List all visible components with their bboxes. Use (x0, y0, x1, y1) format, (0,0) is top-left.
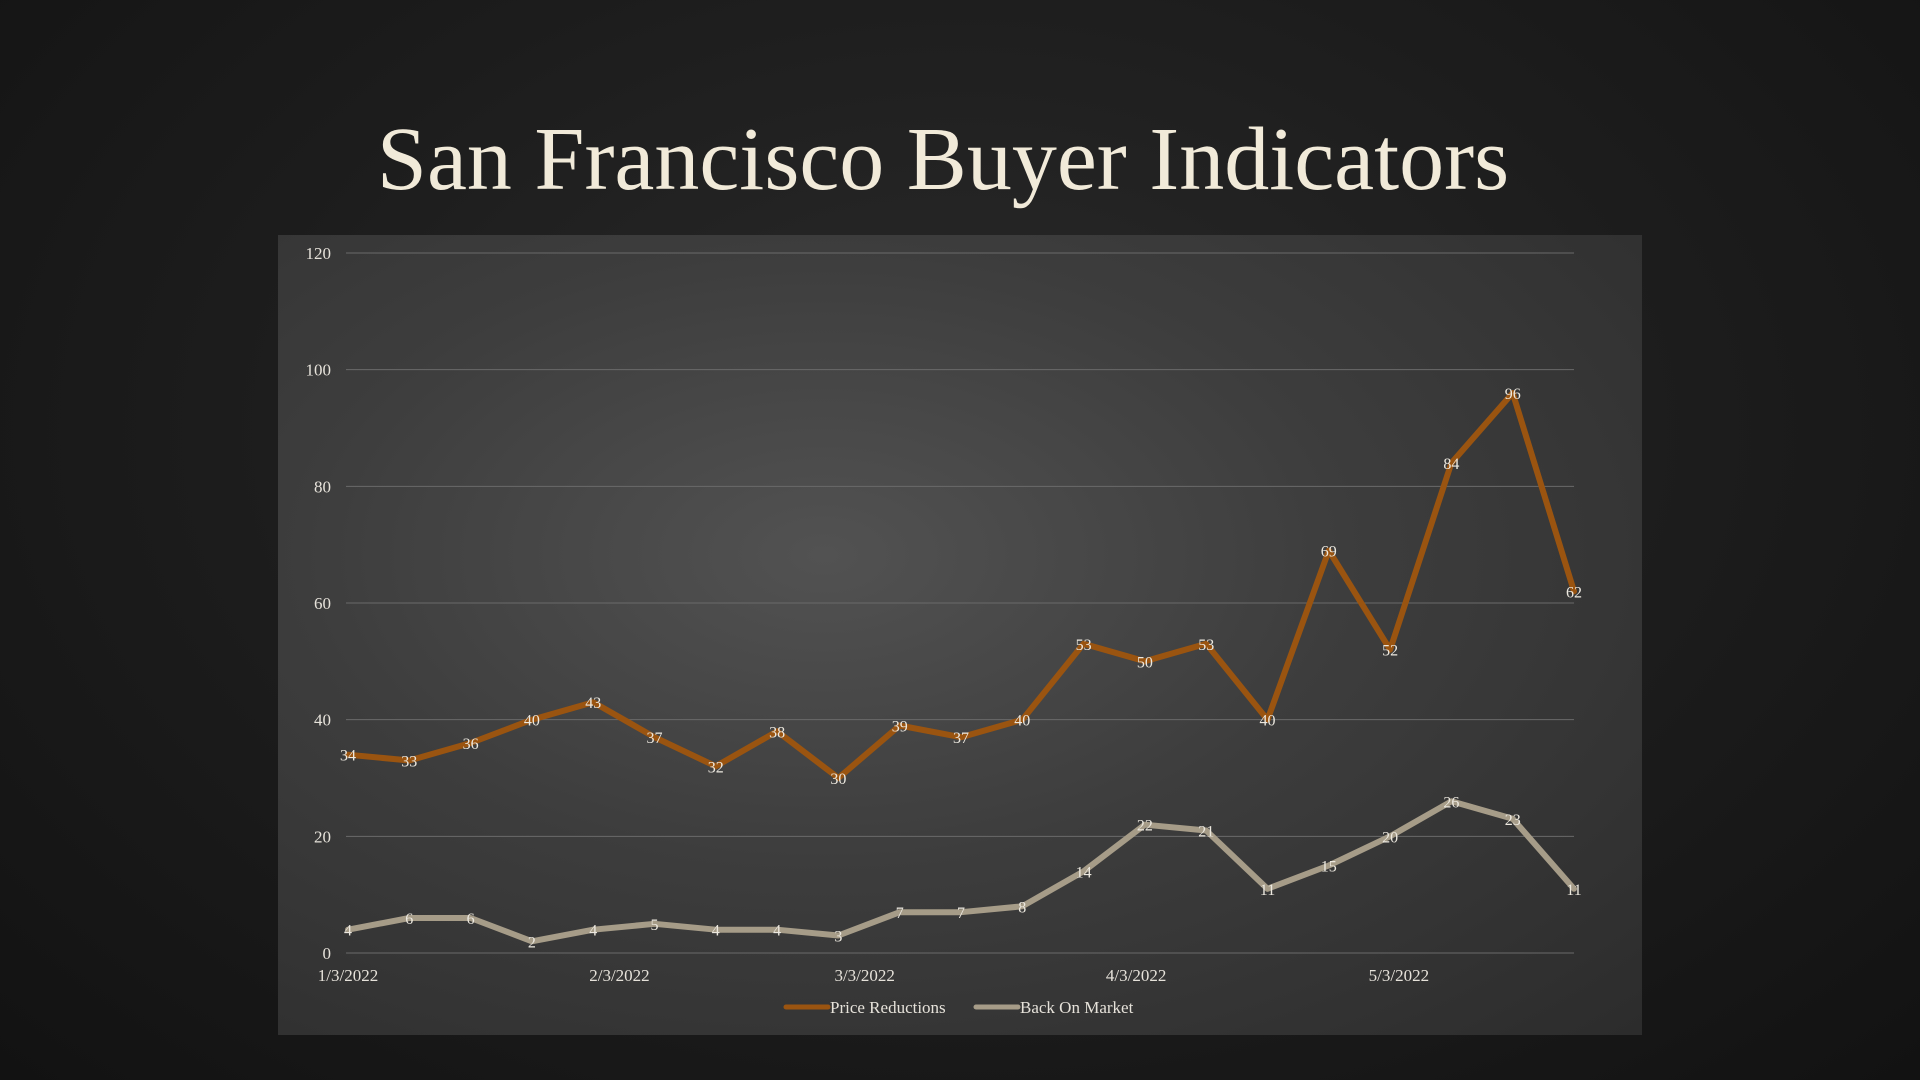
series-line-back-on-market (345, 798, 1577, 945)
data-labels: 34 33364043373238303937405350534069528496… (340, 386, 1582, 951)
data-label: 7 (957, 905, 965, 922)
data-label: 8 (1018, 899, 1026, 916)
data-label: 38 (769, 724, 785, 741)
data-label: 4 (344, 923, 352, 940)
data-label: 33 (401, 754, 417, 771)
data-label: 30 (830, 771, 846, 788)
data-label: 15 (1321, 859, 1337, 876)
y-tick-label: 0 (323, 944, 332, 963)
slide-title: San Francisco Buyer Indicators (376, 110, 1510, 209)
data-label: 34 (340, 748, 356, 765)
data-label: 11 (1566, 882, 1581, 899)
data-label: 14 (1076, 864, 1092, 881)
y-axis: 0 20 40 60 80 100 120 (306, 244, 332, 963)
data-label: 84 (1443, 456, 1459, 473)
data-label: 26 (1443, 794, 1459, 811)
chart-panel: 0 20 40 60 80 100 120 1/3/2022 2/3/2022 3/3/2022… (278, 235, 1642, 1035)
data-label: 37 (647, 730, 663, 747)
data-label: 6 (467, 911, 475, 928)
data-label: 4 (589, 923, 597, 940)
x-axis: 1/3/2022 2/3/2022 3/3/2022 4/3/2022 5/3/2022 (318, 966, 1429, 985)
x-tick-label: 2/3/2022 (589, 966, 649, 985)
y-tick-label: 40 (314, 711, 331, 730)
data-label: 23 (1505, 812, 1521, 829)
line-chart: 0 20 40 60 80 100 120 1/3/2022 2/3/2022 3/3/2022… (306, 244, 1583, 1017)
data-label: 52 (1382, 643, 1398, 660)
y-tick-label: 80 (314, 477, 331, 496)
gridlines (346, 252, 1574, 954)
data-label: 36 (463, 736, 479, 753)
data-label: 4 (712, 923, 720, 940)
data-label: 53 (1198, 637, 1214, 654)
data-label: 21 (1198, 824, 1214, 841)
data-label: 11 (1260, 882, 1275, 899)
data-label: 2 (528, 934, 536, 951)
series-lines (345, 390, 1577, 945)
legend-label: Price Reductions (830, 998, 946, 1017)
data-label: 69 (1321, 544, 1337, 561)
data-label: 40 (524, 713, 540, 730)
x-tick-label: 3/3/2022 (834, 966, 894, 985)
data-label: 20 (1382, 829, 1398, 846)
data-label: 4 (773, 923, 781, 940)
data-label: 7 (896, 905, 904, 922)
data-label: 6 (405, 911, 413, 928)
data-label: 37 (953, 730, 969, 747)
x-tick-label: 1/3/2022 (318, 966, 378, 985)
x-tick-label: 5/3/2022 (1369, 966, 1429, 985)
data-label: 53 (1076, 637, 1092, 654)
data-label: 32 (708, 759, 724, 776)
y-tick-label: 20 (314, 827, 331, 846)
legend: Price Reductions Back On Market (783, 998, 1134, 1017)
y-tick-label: 100 (306, 361, 332, 380)
data-label: 43 (585, 695, 601, 712)
data-label: 40 (1014, 713, 1030, 730)
x-tick-label: 4/3/2022 (1106, 966, 1166, 985)
series-line-price-reductions (345, 390, 1577, 781)
y-tick-label: 60 (314, 594, 331, 613)
data-label: 40 (1260, 713, 1276, 730)
data-label: 39 (892, 719, 908, 736)
data-label: 22 (1137, 818, 1153, 835)
y-tick-label: 120 (306, 244, 332, 263)
data-label: 50 (1137, 654, 1153, 671)
data-label: 5 (651, 917, 659, 934)
legend-label: Back On Market (1020, 998, 1134, 1017)
data-label: 62 (1566, 584, 1582, 601)
data-label: 96 (1505, 386, 1521, 403)
data-label: 3 (834, 929, 842, 946)
